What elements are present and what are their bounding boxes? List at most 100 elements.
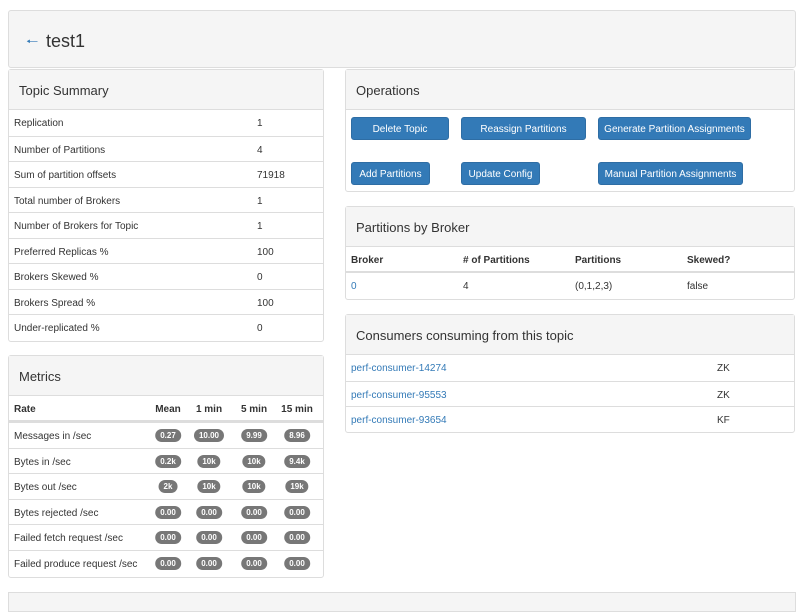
summary-value: 100	[257, 246, 274, 258]
metrics-row: Messages in /sec 0.27 10.00 9.99 8.96	[9, 422, 323, 448]
back-arrow[interactable]: 🠐	[26, 33, 39, 49]
rate-badge: 0.00	[155, 556, 181, 570]
next-panel	[8, 592, 796, 612]
column-header: # of Partitions	[463, 255, 530, 266]
page-header: 🠐 test1	[8, 10, 796, 68]
rate-label: Failed fetch request /sec	[14, 533, 123, 544]
rate-label: Bytes in /sec	[14, 456, 71, 468]
metrics-header-row: Rate Mean 1 min 5 min 15 min	[9, 396, 323, 422]
metrics-row: Failed produce request /sec 0.00 0.00 0.00 0…	[9, 549, 323, 576]
column-header: Mean	[155, 404, 181, 415]
operation-button[interactable]: Update Config	[461, 162, 540, 185]
summary-value: 4	[257, 144, 263, 156]
summary-row: Number of Partitions 4	[9, 135, 323, 162]
partition-cell: false	[687, 281, 709, 292]
partition-cell: (0,1,2,3)	[575, 281, 613, 292]
partitions-header-row: Broker # of Partitions Partitions Skewed?	[346, 247, 794, 273]
operation-button[interactable]: Generate Partition Assignments	[598, 117, 751, 140]
rate-badge: 0.00	[284, 505, 310, 519]
rate-badge: 10k	[242, 480, 266, 493]
rate-badge: 0.00	[241, 505, 267, 519]
rate-badge: 9.4k	[284, 454, 310, 468]
rate-label: Bytes rejected /sec	[14, 507, 99, 519]
consumer-row: perf-consumer-14274 ZK	[346, 355, 794, 381]
topic-summary-panel: Topic Summary Replication 1 Number of Parti…	[8, 69, 324, 342]
summary-label: Replication	[14, 118, 64, 129]
rate-badge: 0.00	[241, 531, 267, 544]
rate-badge: 8.96	[284, 429, 310, 442]
summary-value: 1	[257, 195, 263, 207]
summary-label: Total number of Brokers	[14, 195, 121, 207]
partitions-by-broker-panel: Partitions by Broker Broker # of Partition…	[345, 206, 795, 300]
rate-label: Failed produce request /sec	[14, 558, 138, 570]
summary-label: Brokers Spread %	[14, 297, 96, 309]
consumer-link[interactable]: perf-consumer-93654	[351, 415, 447, 426]
rate-badge: 10k	[197, 454, 221, 468]
consumer-row: perf-consumer-95553 ZK	[346, 380, 794, 407]
column-header: Broker	[351, 255, 384, 266]
summary-row: Brokers Skewed % 0	[9, 263, 323, 289]
rate-badge: 2k	[158, 480, 178, 493]
summary-value: 1	[257, 221, 263, 232]
rate-badge: 10k	[197, 480, 221, 493]
metrics-row: Bytes out /sec 2k 10k 10k 19k	[9, 473, 323, 499]
broker-link[interactable]: 0	[351, 281, 357, 292]
metrics-row: Bytes in /sec 0.2k 10k 10k 9.4k	[9, 447, 323, 474]
column-header: 15 min	[281, 404, 313, 415]
summary-row: Brokers Spread % 100	[9, 288, 323, 315]
partition-cell: 4	[463, 281, 469, 292]
rate-label: Bytes out /sec	[14, 482, 77, 493]
operation-button[interactable]: Delete Topic	[351, 117, 449, 140]
topic-title: test1	[46, 31, 86, 51]
metrics-row: Bytes rejected /sec 0.00 0.00 0.00 0.00	[9, 498, 323, 525]
consumer-link[interactable]: perf-consumer-95553	[351, 389, 447, 401]
rate-badge: 0.00	[155, 505, 181, 519]
summary-label: Preferred Replicas %	[14, 246, 109, 258]
consumer-type: ZK	[717, 389, 730, 401]
summary-row: Replication 1	[9, 110, 323, 136]
operation-button[interactable]: Reassign Partitions	[461, 117, 586, 140]
summary-value: 0	[257, 323, 263, 334]
panel-heading: Operations	[346, 70, 794, 110]
summary-row: Total number of Brokers 1	[9, 186, 323, 213]
rate-badge: 0.00	[196, 505, 222, 519]
summary-label: Brokers Skewed %	[14, 272, 99, 283]
column-header: 5 min	[240, 404, 268, 415]
summary-label: Number of Brokers for Topic	[14, 221, 139, 232]
consumer-row: perf-consumer-93654 KF	[346, 406, 794, 432]
summary-label: Number of Partitions	[14, 144, 106, 156]
summary-row: Under-replicated % 0	[9, 314, 323, 340]
summary-value: 0	[257, 272, 263, 283]
rate-badge: 0.00	[196, 556, 222, 570]
column-header: Partitions	[575, 255, 622, 266]
summary-row: Number of Brokers for Topic 1	[9, 212, 323, 238]
rate-badge: 0.00	[196, 531, 222, 544]
summary-label: Under-replicated %	[14, 323, 100, 334]
summary-value: 71918	[257, 170, 285, 181]
summary-row: Sum of partition offsets 71918	[9, 161, 323, 187]
rate-badge: 0.00	[155, 531, 181, 544]
summary-row: Preferred Replicas % 100	[9, 237, 323, 264]
panel-heading: Consumers consuming from this topic	[346, 315, 794, 355]
rate-badge: 10k	[242, 454, 266, 468]
column-header: Rate	[14, 404, 36, 415]
rate-badge: 10.00	[193, 429, 225, 442]
rate-badge: 19k	[285, 480, 309, 493]
operation-button[interactable]: Add Partitions	[351, 162, 430, 185]
summary-value: 1	[257, 118, 263, 129]
rate-badge: 9.99	[241, 429, 267, 442]
rate-badge: 0.00	[284, 556, 310, 570]
operation-button[interactable]: Manual Partition Assignments	[598, 162, 743, 185]
column-header: Skewed?	[687, 255, 731, 266]
consumers-panel: Consumers consuming from this topic perf-…	[345, 314, 795, 433]
summary-label: Sum of partition offsets	[14, 170, 117, 181]
rate-badge: 0.27	[155, 429, 181, 442]
panel-heading: Partitions by Broker	[346, 207, 794, 247]
metrics-row: Failed fetch request /sec 0.00 0.00 0.00 0.0…	[9, 524, 323, 550]
consumer-link[interactable]: perf-consumer-14274	[351, 363, 447, 374]
rate-badge: 0.00	[284, 531, 310, 544]
operations-panel: Operations Delete Topic Reassign Partition…	[345, 69, 795, 192]
rate-label: Messages in /sec	[14, 431, 92, 442]
column-header: 1 min	[195, 404, 223, 415]
